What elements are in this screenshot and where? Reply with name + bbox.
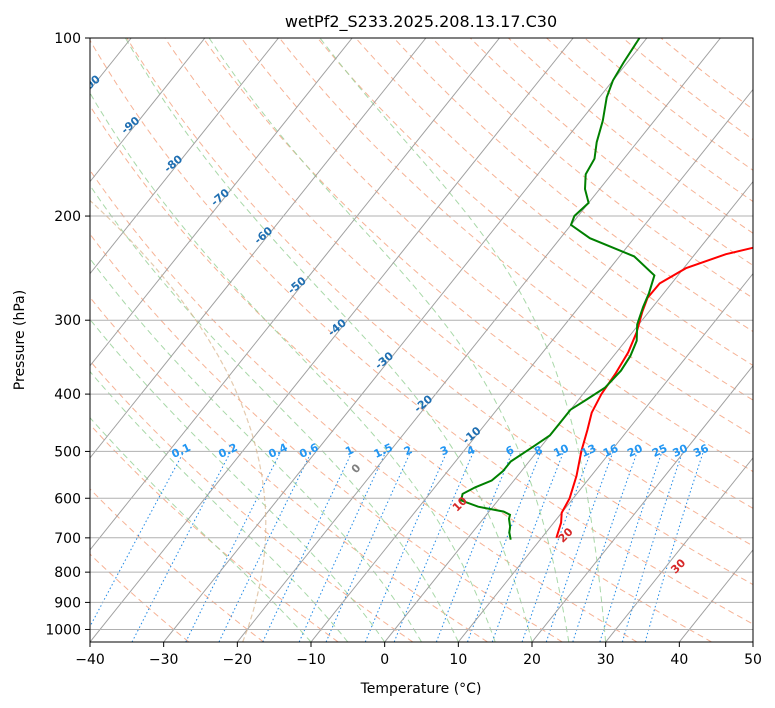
mixing-ratio-line [262,451,353,642]
isotherm-line [605,457,753,642]
mixing-ratio-line [545,451,614,642]
dry-adiabat-line [279,38,753,437]
series-lines [459,38,753,540]
mixing-ratio-line [90,451,185,628]
y-tick-label: 700 [54,531,81,547]
x-tick-label: 20 [523,652,541,668]
mixing-ratio-label: 25 [650,442,669,460]
dry-adiabat-line [202,38,753,509]
y-tick-label: 1000 [45,622,81,638]
temperature-profile-line [555,246,753,539]
lcl-curve-line [90,199,267,642]
x-tick-label: 30 [597,652,615,668]
isotherm-line [90,38,574,642]
dry-adiabat-line [431,38,753,299]
plot-frame [89,37,754,643]
x-tick-label: 40 [670,652,688,668]
isotherm-line [163,38,648,642]
moist-adiabat-line [90,370,349,642]
mixing-ratio-label: 13 [579,442,598,460]
mixing-ratio-line [491,451,565,642]
chart-title: wetPf2_S233.2025.208.13.17.C30 [285,12,557,32]
mixing-ratio-label: 30 [671,442,691,460]
mixing-ratio-line [218,451,313,642]
y-tick-label: 500 [54,444,81,460]
x-tick-label: −30 [149,652,179,668]
isotherm-line [310,88,753,642]
isotherm-line [236,38,721,642]
y-tick-label: 100 [54,31,81,47]
isotherm-line [90,38,427,459]
mixing-ratio-line [521,451,592,642]
y-tick-label: 300 [54,313,81,329]
dry-adiabat-line [508,38,753,234]
background-lines [90,38,753,642]
mixing-ratio-line [599,451,663,642]
y-tick-label: 200 [54,209,81,225]
mixing-ratio-line [644,451,704,642]
moist-adiabat-line [319,38,607,642]
isotherm-line [384,180,753,642]
x-axis-label: Temperature (°C) [360,681,482,697]
dry-adiabat-line [90,233,563,642]
mixing-ratio-line [325,451,412,642]
isotherm-line [90,38,500,551]
x-tick-label: −20 [223,652,253,668]
dry-adiabat-line [90,296,488,642]
dry-adiabat-line [469,38,753,266]
moist-adiabat-line [90,92,496,642]
y-tick-label: 400 [54,387,81,403]
dewpoint-profile-line [459,38,656,540]
x-tick-label: 10 [449,652,467,668]
moist-adiabat-line [90,318,386,642]
x-tick-label: 0 [380,652,389,668]
isotherm-line [531,364,753,642]
isotherm-line [90,38,279,275]
mixing-ratio-line [621,451,684,642]
x-tick-label: 50 [744,652,762,668]
dry-adiabat-line [90,105,712,642]
mixing-ratio-label: 20 [625,442,645,460]
mixing-ratio-label: 36 [691,442,711,460]
mixing-ratio-line [298,451,387,642]
isotherm-line [90,38,353,367]
y-tick-label: 800 [54,565,81,581]
x-tick-label: −40 [75,652,105,668]
isotherm-line [90,38,206,183]
x-tick-label: −10 [296,652,326,668]
dry-adiabat-line [90,39,753,625]
y-tick-label: 900 [54,595,81,611]
moist-adiabat-line [208,38,570,642]
y-axis-label: Pressure (hPa) [12,290,28,390]
y-tick-label: 600 [54,491,81,507]
mixing-ratio-label: 16 [601,442,621,460]
dry-adiabat-line [164,38,753,547]
axes: −40 −30 −20 −10 0 10 20 30 40 50 100 200 300 400 500 60… [45,31,762,668]
mixing-ratio-line [572,451,638,642]
mixing-ratio-line [185,451,282,642]
mixing-ratio-line [364,451,448,642]
mixing-ratio-label: 10 [552,442,572,460]
dry-adiabat-line [317,38,753,401]
isotherm-line [457,272,753,642]
